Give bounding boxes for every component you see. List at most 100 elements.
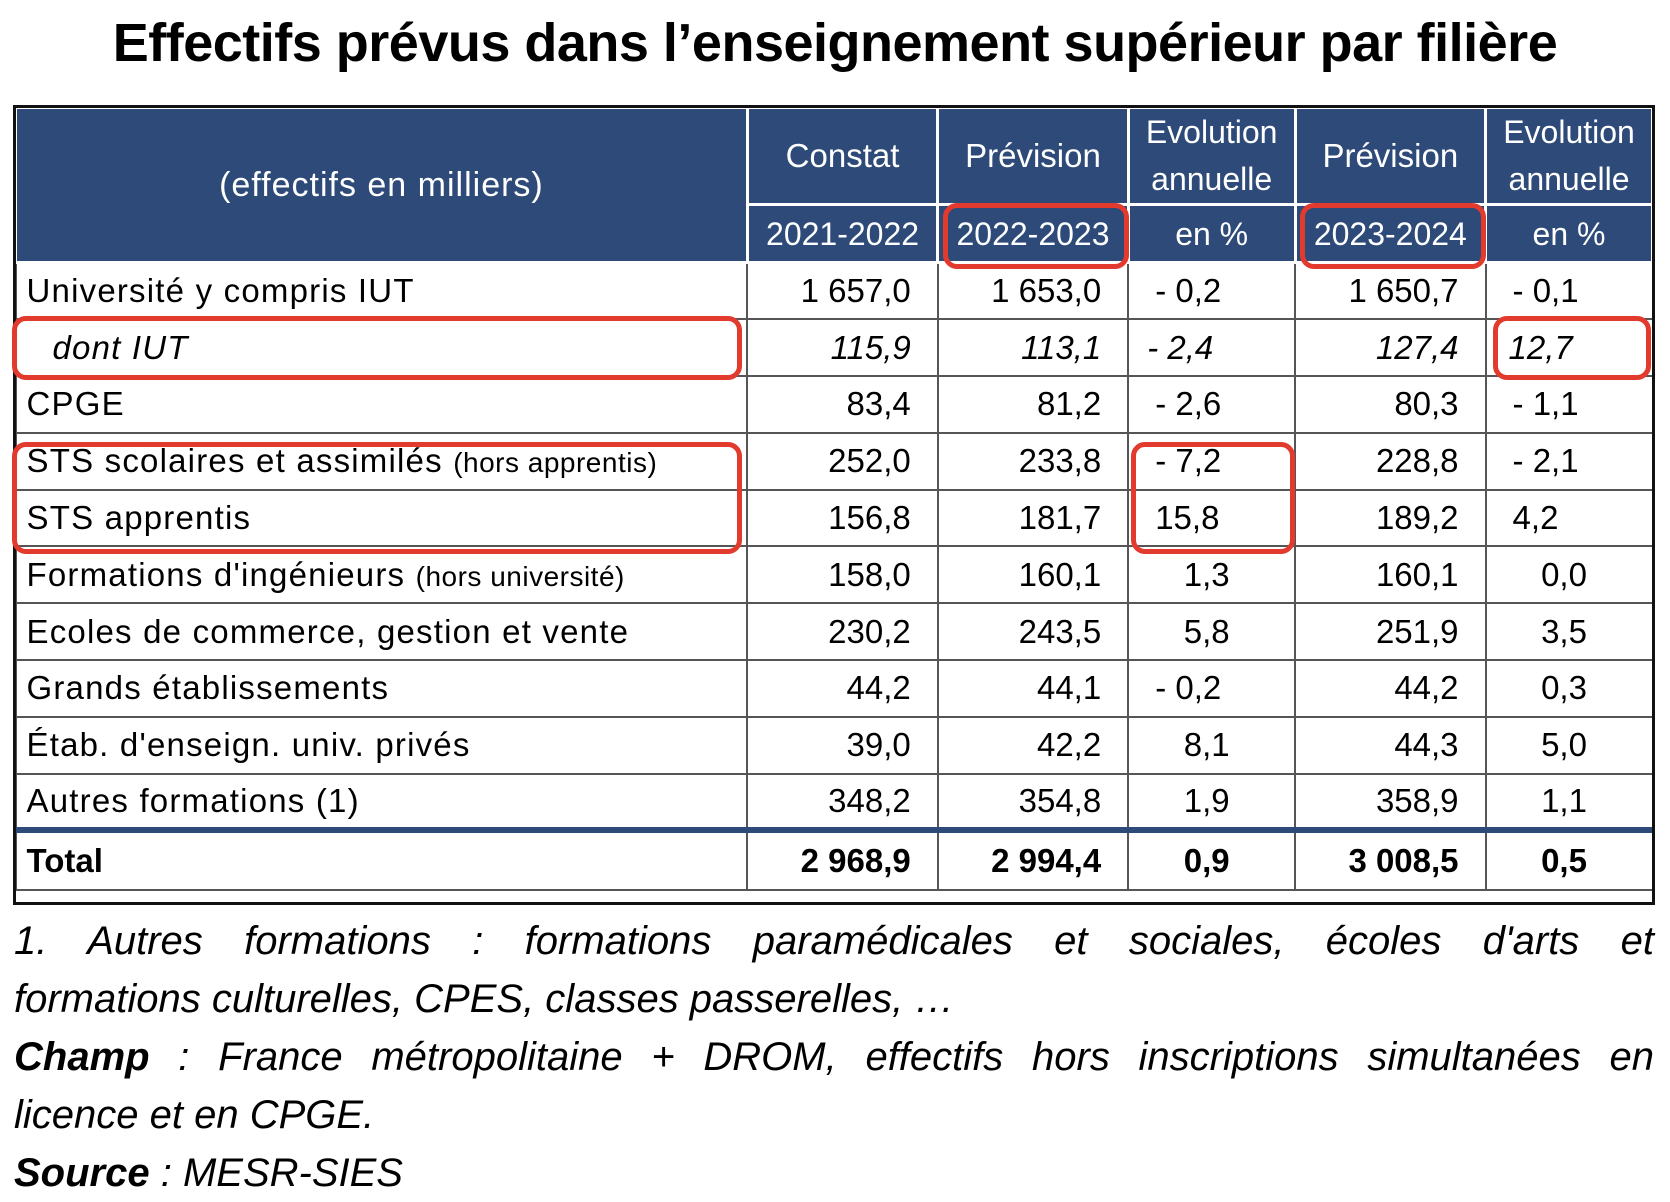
table-row: dont IUT 115,9 113,1 - 2,4 127,4 12,7 [14, 318, 1654, 378]
row-label-text: Autres formations (1) [26, 782, 360, 820]
cell-2022-2023: 160,1 [936, 545, 1130, 605]
footnotes: 1. Autres formations : formations paramé… [14, 912, 1654, 1202]
table-row: Étab. d'enseign. univ. privés 39,0 42,2 … [14, 715, 1654, 775]
cell-evolution-1: - 2,6 [1127, 375, 1297, 434]
total-label: Total [14, 827, 749, 892]
cell-2023-2024: 228,8 [1294, 431, 1487, 491]
header-evolution-2: Evolution annuelle [1484, 106, 1654, 206]
row-label-text: Grands établissements [26, 669, 390, 707]
table-row: Formations d'ingénieurs (hors université… [14, 545, 1654, 605]
cell-2021-2022: 252,0 [746, 431, 939, 491]
header-evolution-1-line2: annuelle [1151, 161, 1273, 197]
row-label: CPGE [14, 375, 749, 434]
row-label: Étab. d'enseign. univ. privés [14, 715, 749, 775]
total-evolution-1: 0,9 [1127, 827, 1297, 892]
cell-2023-2024: 189,2 [1294, 488, 1487, 548]
cell-2021-2022: 156,8 [746, 488, 939, 548]
table-row: Ecoles de commerce, gestion et vente 230… [14, 602, 1654, 662]
cell-2023-2024: 1 650,7 [1294, 261, 1487, 321]
cell-2022-2023: 181,7 [936, 488, 1130, 548]
row-label-text: Université y compris IUT [26, 272, 415, 310]
cell-2021-2022: 44,2 [746, 659, 939, 718]
row-label: Autres formations (1) [14, 772, 749, 832]
cell-evolution-2: 5,0 [1484, 715, 1654, 775]
row-label: Université y compris IUT [14, 261, 749, 321]
page-title: Effectifs prévus dans l’enseignement sup… [112, 13, 1558, 73]
table-row: CPGE 83,4 81,2 - 2,6 80,3 - 1,1 [14, 375, 1654, 434]
cell-2023-2024: 251,9 [1294, 602, 1487, 662]
cell-evolution-1: 5,8 [1127, 602, 1297, 662]
source-line: Source : MESR-SIES [14, 1144, 1654, 1202]
enrollment-table: (effectifs en milliers) Constat Prévisio… [14, 106, 1654, 892]
cell-2023-2024: 44,3 [1294, 715, 1487, 775]
table-row: Université y compris IUT 1 657,0 1 653,0… [14, 261, 1654, 321]
header-prevision-2: Prévision [1293, 106, 1488, 206]
row-label: dont IUT [14, 318, 749, 378]
cell-evolution-2: - 0,1 [1484, 261, 1654, 321]
header-year-2022-2023: 2022-2023 [936, 203, 1130, 264]
cell-2023-2024: 358,9 [1294, 772, 1487, 832]
cell-2023-2024: 80,3 [1294, 375, 1487, 434]
header-constat: Constat [745, 106, 940, 206]
champ-line2: licence et en CPGE. [14, 1093, 375, 1137]
cell-evolution-2: 1,1 [1484, 772, 1654, 832]
total-evolution-2: 0,5 [1484, 827, 1654, 892]
table-row: STS scolaires et assimilés (hors apprent… [14, 431, 1654, 491]
cell-evolution-1: - 0,2 [1127, 261, 1297, 321]
cell-2022-2023: 113,1 [936, 318, 1130, 378]
cell-evolution-2: 0,3 [1484, 659, 1654, 718]
cell-evolution-2: - 2,1 [1484, 431, 1654, 491]
note-1-line1: 1. Autres formations : formations paramé… [14, 919, 1654, 963]
cell-2021-2022: 348,2 [746, 772, 939, 832]
source-text: : MESR-SIES [149, 1151, 403, 1195]
source-label: Source [14, 1151, 150, 1195]
row-label-text: STS apprentis [26, 499, 252, 537]
header-evolution-2-line1: Evolution [1503, 114, 1635, 150]
row-label-text: Formations d'ingénieurs [26, 555, 406, 593]
cell-2021-2022: 230,2 [746, 602, 939, 662]
header-evolution-1: Evolution annuelle [1126, 106, 1297, 206]
header-unit-2: en % [1484, 203, 1654, 264]
cell-evolution-1: 15,8 [1127, 488, 1297, 548]
cell-2023-2024: 127,4 [1294, 318, 1487, 378]
row-label-text: Étab. d'enseign. univ. privés [26, 726, 471, 764]
cell-evolution-2: - 1,1 [1484, 375, 1654, 434]
cell-2021-2022: 115,9 [746, 318, 939, 378]
cell-evolution-1: - 7,2 [1127, 431, 1297, 491]
row-label-sub: (hors apprentis) [453, 447, 658, 479]
champ-label: Champ [14, 1035, 150, 1079]
header-row-top: (effectifs en milliers) Constat Prévisio… [14, 106, 1654, 264]
total-2022-2023: 2 994,4 [936, 827, 1130, 892]
champ-text: : France métropolitaine + DROM, effectif… [149, 1035, 1654, 1079]
header-evolution-1-line1: Evolution [1145, 114, 1278, 150]
cell-evolution-2: 4,2 [1484, 488, 1654, 548]
cell-2022-2023: 44,1 [936, 659, 1130, 718]
cell-2022-2023: 1 653,0 [936, 261, 1130, 321]
cell-evolution-1: - 0,2 [1127, 659, 1297, 718]
total-2021-2022: 2 968,9 [746, 827, 939, 892]
cell-evolution-1: 8,1 [1127, 715, 1297, 775]
total-2023-2024: 3 008,5 [1294, 827, 1487, 892]
row-label: Formations d'ingénieurs (hors université… [14, 545, 749, 605]
header-corner: (effectifs en milliers) [14, 106, 749, 264]
cell-2022-2023: 354,8 [936, 772, 1130, 832]
cell-evolution-2: 12,7 [1484, 318, 1654, 378]
champ-line1: Champ : France métropolitaine + DROM, ef… [14, 1028, 1654, 1086]
table-row: Autres formations (1) 348,2 354,8 1,9 35… [14, 772, 1654, 832]
cell-2022-2023: 42,2 [936, 715, 1130, 775]
cell-evolution-1: 1,9 [1127, 772, 1297, 832]
cell-evolution-1: - 2,4 [1127, 318, 1297, 378]
cell-2022-2023: 243,5 [936, 602, 1130, 662]
note-1-line2: formations culturelles, CPES, classes pa… [14, 977, 955, 1021]
header-evolution-2-line2: annuelle [1508, 161, 1630, 197]
row-label-text: Ecoles de commerce, gestion et vente [26, 612, 630, 650]
header-year-2023-2024: 2023-2024 [1293, 203, 1488, 264]
header-row-bottom: 2021-2022 2022-2023 en % 2023-2024 en % [16, 203, 1654, 264]
cell-2021-2022: 1 657,0 [746, 261, 939, 321]
cell-evolution-1: 1,3 [1127, 545, 1297, 605]
row-label: Ecoles de commerce, gestion et vente [14, 602, 749, 662]
header-year-2021-2022: 2021-2022 [745, 203, 940, 264]
cell-2022-2023: 233,8 [936, 431, 1130, 491]
row-label-text: CPGE [26, 385, 125, 423]
row-label-text: STS scolaires et assimilés [26, 442, 443, 480]
